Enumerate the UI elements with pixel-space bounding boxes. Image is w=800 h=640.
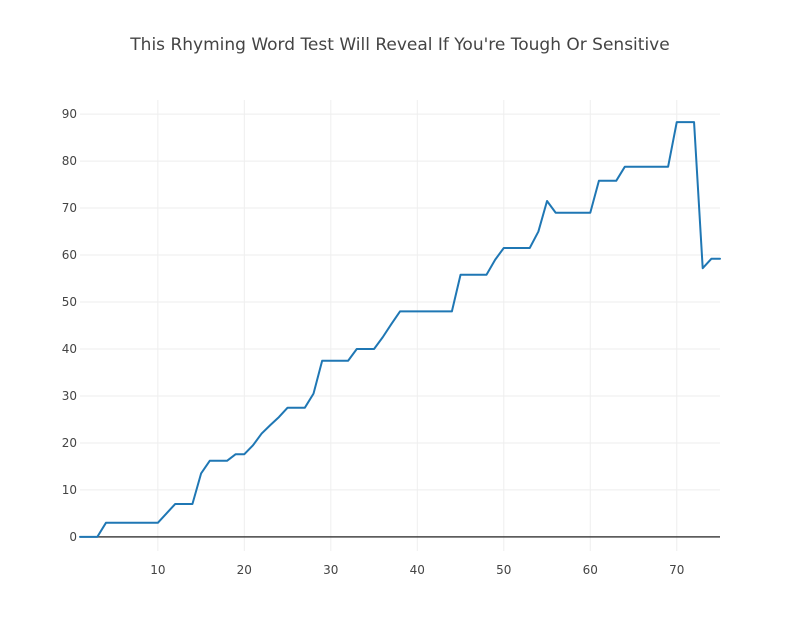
x-tick-label-60: 60 [583,563,598,577]
x-tick-label-70: 70 [669,563,684,577]
y-tick-label-50: 50 [62,295,77,309]
x-tick-label-50: 50 [496,563,511,577]
y-tick-label-70: 70 [62,201,77,215]
y-tick-label-20: 20 [62,436,77,450]
chart-title: This Rhyming Word Test Will Reveal If Yo… [129,35,669,55]
x-tick-label-30: 30 [323,563,338,577]
axis-layer: 10 20 30 40 50 60 70 0 10 20 30 40 50 60 70 80 90 [62,107,720,577]
grid-layer [80,100,720,551]
y-tick-label-0: 0 [69,530,77,544]
series-line-0 [79,121,721,538]
x-tick-label-20: 20 [237,563,252,577]
x-tick-label-40: 40 [410,563,425,577]
y-tick-label-90: 90 [62,107,77,121]
y-tick-label-10: 10 [62,483,77,497]
y-tick-label-80: 80 [62,154,77,168]
y-tick-label-60: 60 [62,248,77,262]
x-tick-label-10: 10 [150,563,165,577]
y-tick-label-40: 40 [62,342,77,356]
series-layer [79,121,721,538]
y-tick-label-30: 30 [62,389,77,403]
